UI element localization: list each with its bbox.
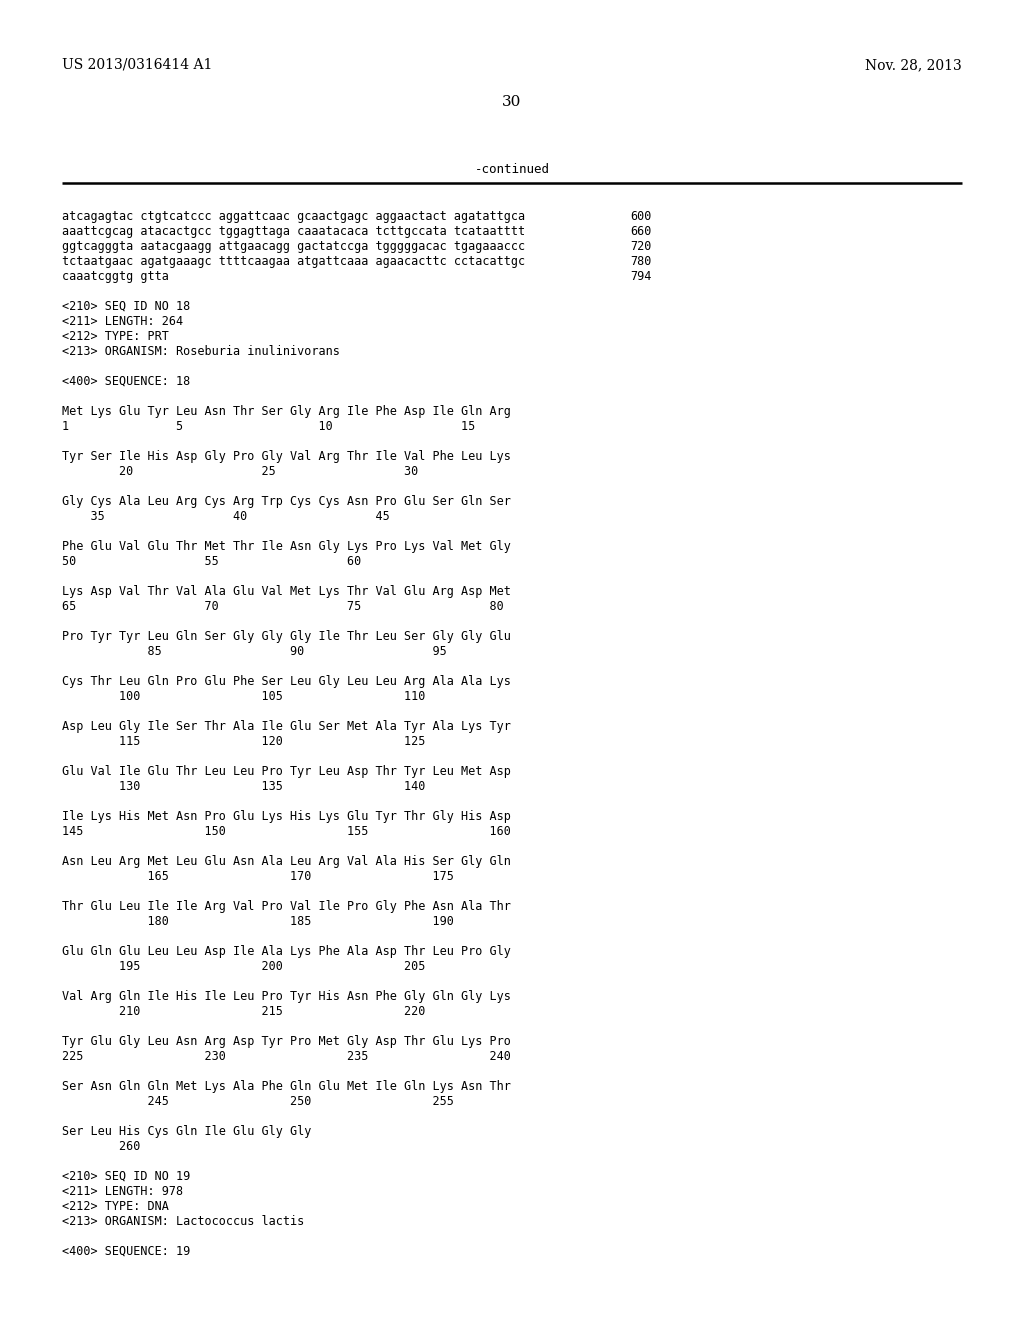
Text: <211> LENGTH: 978: <211> LENGTH: 978 bbox=[62, 1185, 183, 1199]
Text: US 2013/0316414 A1: US 2013/0316414 A1 bbox=[62, 58, 212, 73]
Text: <210> SEQ ID NO 18: <210> SEQ ID NO 18 bbox=[62, 300, 190, 313]
Text: 260: 260 bbox=[62, 1140, 140, 1152]
Text: <213> ORGANISM: Lactococcus lactis: <213> ORGANISM: Lactococcus lactis bbox=[62, 1214, 304, 1228]
Text: Thr Glu Leu Ile Ile Arg Val Pro Val Ile Pro Gly Phe Asn Ala Thr: Thr Glu Leu Ile Ile Arg Val Pro Val Ile … bbox=[62, 900, 511, 913]
Text: 660: 660 bbox=[630, 224, 651, 238]
Text: Pro Tyr Tyr Leu Gln Ser Gly Gly Gly Ile Thr Leu Ser Gly Gly Glu: Pro Tyr Tyr Leu Gln Ser Gly Gly Gly Ile … bbox=[62, 630, 511, 643]
Text: -continued: -continued bbox=[474, 162, 550, 176]
Text: Nov. 28, 2013: Nov. 28, 2013 bbox=[865, 58, 962, 73]
Text: aaattcgcag atacactgcc tggagttaga caaatacaca tcttgccata tcataatttt: aaattcgcag atacactgcc tggagttaga caaatac… bbox=[62, 224, 525, 238]
Text: 245                 250                 255: 245 250 255 bbox=[62, 1096, 454, 1107]
Text: 85                  90                  95: 85 90 95 bbox=[62, 645, 446, 657]
Text: 720: 720 bbox=[630, 240, 651, 253]
Text: ggtcagggta aatacgaagg attgaacagg gactatccga tgggggacac tgagaaaccc: ggtcagggta aatacgaagg attgaacagg gactatc… bbox=[62, 240, 525, 253]
Text: Gly Cys Ala Leu Arg Cys Arg Trp Cys Cys Asn Pro Glu Ser Gln Ser: Gly Cys Ala Leu Arg Cys Arg Trp Cys Cys … bbox=[62, 495, 511, 508]
Text: 50                  55                  60: 50 55 60 bbox=[62, 554, 361, 568]
Text: Glu Val Ile Glu Thr Leu Leu Pro Tyr Leu Asp Thr Tyr Leu Met Asp: Glu Val Ile Glu Thr Leu Leu Pro Tyr Leu … bbox=[62, 766, 511, 777]
Text: 145                 150                 155                 160: 145 150 155 160 bbox=[62, 825, 511, 838]
Text: 780: 780 bbox=[630, 255, 651, 268]
Text: Lys Asp Val Thr Val Ala Glu Val Met Lys Thr Val Glu Arg Asp Met: Lys Asp Val Thr Val Ala Glu Val Met Lys … bbox=[62, 585, 511, 598]
Text: 794: 794 bbox=[630, 271, 651, 282]
Text: Val Arg Gln Ile His Ile Leu Pro Tyr His Asn Phe Gly Gln Gly Lys: Val Arg Gln Ile His Ile Leu Pro Tyr His … bbox=[62, 990, 511, 1003]
Text: <210> SEQ ID NO 19: <210> SEQ ID NO 19 bbox=[62, 1170, 190, 1183]
Text: atcagagtac ctgtcatccc aggattcaac gcaactgagc aggaactact agatattgca: atcagagtac ctgtcatccc aggattcaac gcaactg… bbox=[62, 210, 525, 223]
Text: tctaatgaac agatgaaagc ttttcaagaa atgattcaaa agaacacttc cctacattgc: tctaatgaac agatgaaagc ttttcaagaa atgattc… bbox=[62, 255, 525, 268]
Text: <400> SEQUENCE: 19: <400> SEQUENCE: 19 bbox=[62, 1245, 190, 1258]
Text: 115                 120                 125: 115 120 125 bbox=[62, 735, 425, 748]
Text: 65                  70                  75                  80: 65 70 75 80 bbox=[62, 601, 504, 612]
Text: 100                 105                 110: 100 105 110 bbox=[62, 690, 425, 704]
Text: <211> LENGTH: 264: <211> LENGTH: 264 bbox=[62, 315, 183, 327]
Text: 35                  40                  45: 35 40 45 bbox=[62, 510, 390, 523]
Text: Phe Glu Val Glu Thr Met Thr Ile Asn Gly Lys Pro Lys Val Met Gly: Phe Glu Val Glu Thr Met Thr Ile Asn Gly … bbox=[62, 540, 511, 553]
Text: Asp Leu Gly Ile Ser Thr Ala Ile Glu Ser Met Ala Tyr Ala Lys Tyr: Asp Leu Gly Ile Ser Thr Ala Ile Glu Ser … bbox=[62, 719, 511, 733]
Text: 30: 30 bbox=[503, 95, 521, 110]
Text: caaatcggtg gtta: caaatcggtg gtta bbox=[62, 271, 169, 282]
Text: 600: 600 bbox=[630, 210, 651, 223]
Text: 210                 215                 220: 210 215 220 bbox=[62, 1005, 425, 1018]
Text: 130                 135                 140: 130 135 140 bbox=[62, 780, 425, 793]
Text: <212> TYPE: PRT: <212> TYPE: PRT bbox=[62, 330, 169, 343]
Text: <400> SEQUENCE: 18: <400> SEQUENCE: 18 bbox=[62, 375, 190, 388]
Text: Tyr Ser Ile His Asp Gly Pro Gly Val Arg Thr Ile Val Phe Leu Lys: Tyr Ser Ile His Asp Gly Pro Gly Val Arg … bbox=[62, 450, 511, 463]
Text: Ile Lys His Met Asn Pro Glu Lys His Lys Glu Tyr Thr Gly His Asp: Ile Lys His Met Asn Pro Glu Lys His Lys … bbox=[62, 810, 511, 822]
Text: Cys Thr Leu Gln Pro Glu Phe Ser Leu Gly Leu Leu Arg Ala Ala Lys: Cys Thr Leu Gln Pro Glu Phe Ser Leu Gly … bbox=[62, 675, 511, 688]
Text: 195                 200                 205: 195 200 205 bbox=[62, 960, 425, 973]
Text: 1               5                   10                  15: 1 5 10 15 bbox=[62, 420, 475, 433]
Text: Ser Leu His Cys Gln Ile Glu Gly Gly: Ser Leu His Cys Gln Ile Glu Gly Gly bbox=[62, 1125, 311, 1138]
Text: Tyr Glu Gly Leu Asn Arg Asp Tyr Pro Met Gly Asp Thr Glu Lys Pro: Tyr Glu Gly Leu Asn Arg Asp Tyr Pro Met … bbox=[62, 1035, 511, 1048]
Text: <212> TYPE: DNA: <212> TYPE: DNA bbox=[62, 1200, 169, 1213]
Text: Asn Leu Arg Met Leu Glu Asn Ala Leu Arg Val Ala His Ser Gly Gln: Asn Leu Arg Met Leu Glu Asn Ala Leu Arg … bbox=[62, 855, 511, 869]
Text: 20                  25                  30: 20 25 30 bbox=[62, 465, 418, 478]
Text: 165                 170                 175: 165 170 175 bbox=[62, 870, 454, 883]
Text: Glu Gln Glu Leu Leu Asp Ile Ala Lys Phe Ala Asp Thr Leu Pro Gly: Glu Gln Glu Leu Leu Asp Ile Ala Lys Phe … bbox=[62, 945, 511, 958]
Text: Met Lys Glu Tyr Leu Asn Thr Ser Gly Arg Ile Phe Asp Ile Gln Arg: Met Lys Glu Tyr Leu Asn Thr Ser Gly Arg … bbox=[62, 405, 511, 418]
Text: 225                 230                 235                 240: 225 230 235 240 bbox=[62, 1049, 511, 1063]
Text: <213> ORGANISM: Roseburia inulinivorans: <213> ORGANISM: Roseburia inulinivorans bbox=[62, 345, 340, 358]
Text: 180                 185                 190: 180 185 190 bbox=[62, 915, 454, 928]
Text: Ser Asn Gln Gln Met Lys Ala Phe Gln Glu Met Ile Gln Lys Asn Thr: Ser Asn Gln Gln Met Lys Ala Phe Gln Glu … bbox=[62, 1080, 511, 1093]
